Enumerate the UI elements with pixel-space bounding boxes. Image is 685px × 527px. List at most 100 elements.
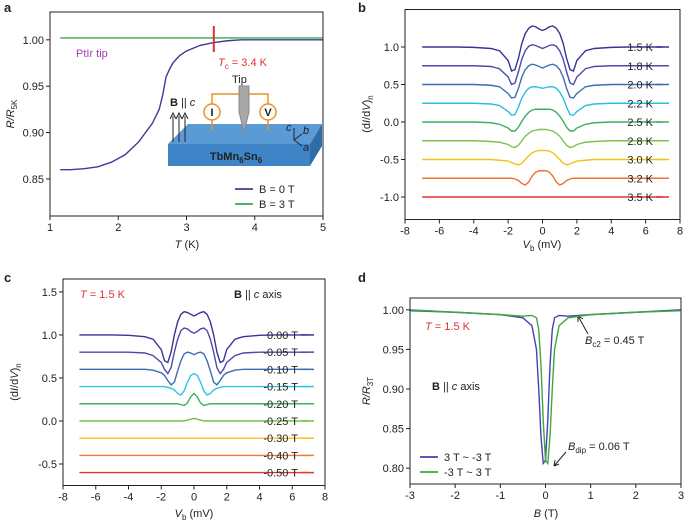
y-tick-label: 1.5 xyxy=(42,287,57,299)
series-line xyxy=(79,310,309,364)
x-tick-label: 4 xyxy=(608,226,614,238)
legend-label: -0.10 T xyxy=(263,364,298,376)
y-tick-label: 1.0 xyxy=(42,330,57,342)
y-tick-label: -0.5 xyxy=(380,155,399,167)
annotation: B || c axis xyxy=(432,381,480,393)
series-line xyxy=(422,86,663,117)
plot-area xyxy=(79,310,309,474)
x-tick-label: 8 xyxy=(677,226,683,238)
x-tick-label: -8 xyxy=(58,492,68,504)
x-tick-label: 2 xyxy=(574,226,580,238)
x-tick-label: -2 xyxy=(503,226,513,238)
x-tick-label: 0 xyxy=(539,226,545,238)
series-line xyxy=(79,351,309,386)
y-tick-label: 0.95 xyxy=(383,344,404,356)
sample-label: TbMn6Sn6 xyxy=(210,151,263,165)
axes-frame xyxy=(404,9,681,220)
legend-label: -3 T ~ 3 T xyxy=(444,467,492,479)
series-group xyxy=(60,37,323,171)
axis-letter: a xyxy=(303,142,309,154)
x-tick-label: 2 xyxy=(633,490,639,502)
legend-label: -0.40 T xyxy=(263,450,298,462)
legend-label: 2.5 K xyxy=(627,117,653,129)
x-tick-label: 6 xyxy=(643,226,649,238)
legend-label: B = 3 T xyxy=(259,199,295,211)
x-tick-label: 6 xyxy=(289,492,295,504)
x-tick-label: -1 xyxy=(495,490,505,502)
tip-label: Tip xyxy=(232,74,247,86)
panel-label: a xyxy=(4,0,12,15)
x-tick-label: -3 xyxy=(405,490,415,502)
annotation: PtIr tip xyxy=(76,48,108,60)
sample-side xyxy=(310,124,322,166)
field-label: B || c xyxy=(170,97,196,109)
series-line xyxy=(79,327,309,375)
legend-label: 3.0 K xyxy=(627,155,653,167)
plot-area xyxy=(422,25,663,198)
y-tick-label: 0.85 xyxy=(23,174,44,186)
series-line xyxy=(422,170,663,186)
annotation: T = 1.5 K xyxy=(80,289,126,301)
x-tick-label: 2 xyxy=(224,492,230,504)
x-tick-label: -4 xyxy=(469,226,479,238)
x-axis-label: B (T) xyxy=(534,508,558,520)
y-axis-label: (dI/dV)n xyxy=(9,363,23,401)
annotation: Tc = 3.4 K xyxy=(218,57,268,71)
y-tick-label: 0.95 xyxy=(23,81,44,93)
annotation: Bdip = 0.06 T xyxy=(568,441,630,455)
legend-label: 2.0 K xyxy=(627,80,653,92)
sample-top xyxy=(168,124,322,144)
series-line xyxy=(422,128,663,149)
axis-letter: b xyxy=(303,125,309,137)
y-tick-label: 0.0 xyxy=(42,416,57,428)
sample-front xyxy=(168,144,310,166)
legend-label: 3.2 K xyxy=(627,173,653,185)
x-tick-label: 5 xyxy=(320,222,326,234)
y-tick-label: 1.00 xyxy=(23,35,44,47)
plot-area xyxy=(60,37,323,171)
crystal-axes xyxy=(293,128,303,147)
series-line xyxy=(79,372,309,397)
legend-label: 3.5 K xyxy=(627,192,653,204)
y-axis-label: R/R3T xyxy=(361,377,375,405)
legend-label: 2.8 K xyxy=(627,136,653,148)
annotation: Bc2 = 0.45 T xyxy=(585,335,645,349)
series-line xyxy=(410,309,681,466)
meter-label: V xyxy=(264,107,272,119)
tip xyxy=(238,85,250,133)
panel-label: d xyxy=(358,270,366,285)
series-line xyxy=(79,392,309,407)
legend-label: -0.50 T xyxy=(263,468,298,480)
legend-label: 2.2 K xyxy=(627,98,653,110)
y-tick-label: -0.5 xyxy=(38,459,57,471)
series-line xyxy=(422,44,663,86)
y-tick-label: 0.90 xyxy=(383,384,404,396)
legend-label: 1.5 K xyxy=(627,42,653,54)
x-axis-label: Vb (mV) xyxy=(175,508,214,522)
field-arrows xyxy=(169,111,189,142)
legend-label: -0.30 T xyxy=(263,433,298,445)
axis-letter: c xyxy=(286,122,292,134)
annotation: T = 1.5 K xyxy=(425,321,471,333)
x-tick-label: -2 xyxy=(156,492,166,504)
panel-label: b xyxy=(358,0,366,15)
x-tick-label: 2 xyxy=(115,222,121,234)
meter-label: I xyxy=(210,107,213,119)
arrow xyxy=(553,451,567,467)
plot-area xyxy=(410,309,681,466)
series-line xyxy=(60,39,323,171)
x-tick-label: 1 xyxy=(588,490,594,502)
legend-label: -0.20 T xyxy=(263,399,298,411)
y-axis-label: (dI/dV)n xyxy=(361,95,375,133)
y-tick-label: 0.80 xyxy=(383,463,404,475)
y-tick-label: 1.00 xyxy=(383,305,404,317)
x-axis-label: Vb (mV) xyxy=(523,239,562,253)
legend-label: B = 0 T xyxy=(259,184,295,196)
y-tick-label: 1.0 xyxy=(384,42,399,54)
x-axis-label: T (K) xyxy=(175,239,199,251)
y-axis-label: R/R5K xyxy=(5,99,19,128)
x-tick-label: 4 xyxy=(256,492,262,504)
legend-label: 0.00 T xyxy=(267,330,298,342)
series-group xyxy=(422,25,663,198)
